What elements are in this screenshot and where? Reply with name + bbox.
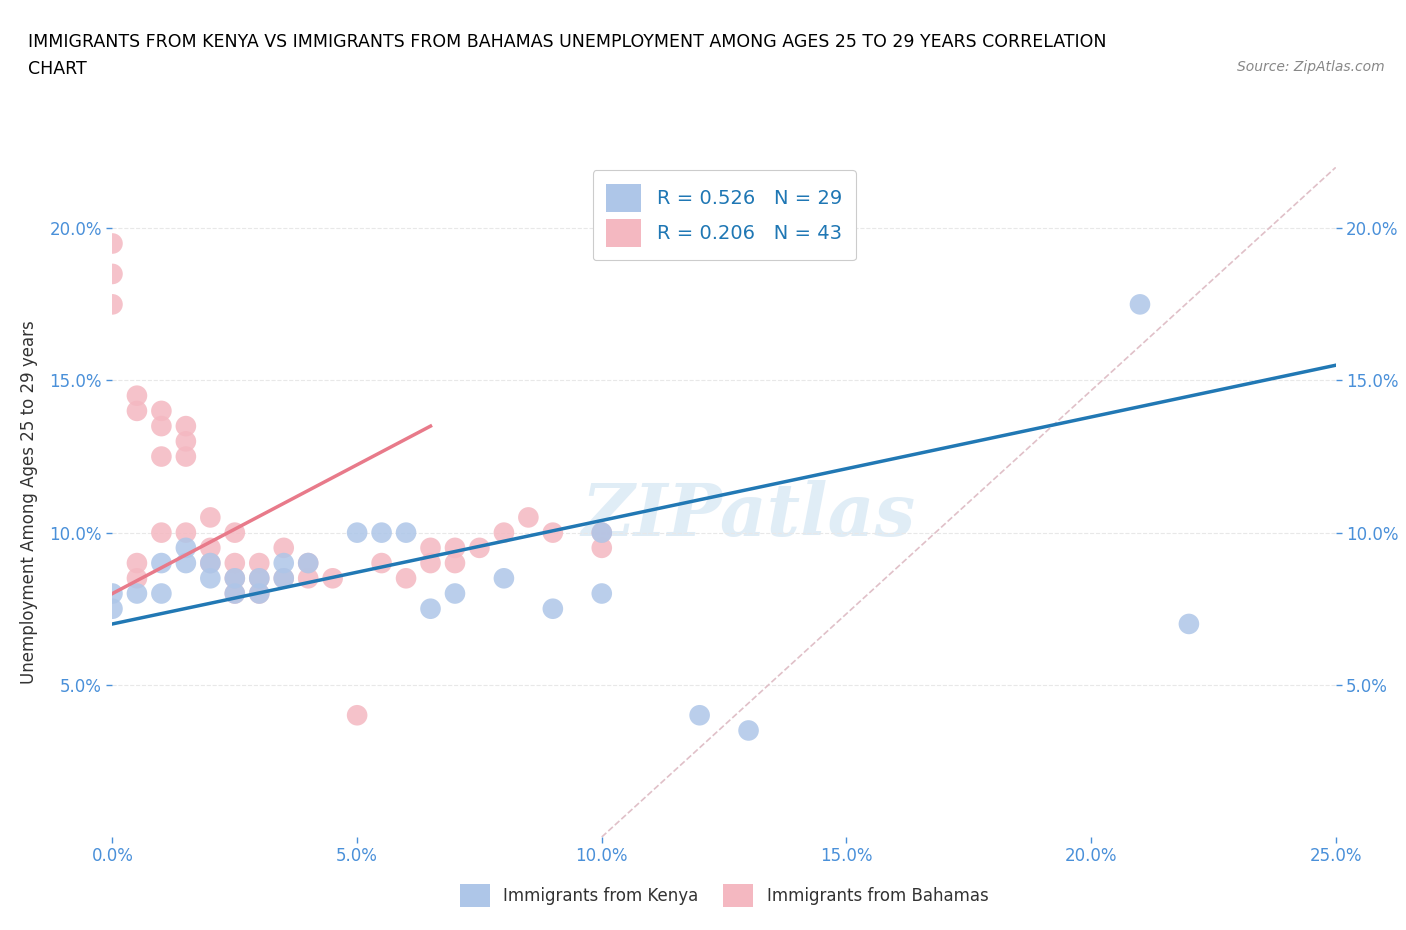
Point bbox=[273, 571, 295, 586]
Point bbox=[591, 525, 613, 540]
Point bbox=[224, 525, 246, 540]
Point bbox=[297, 571, 319, 586]
Point bbox=[224, 586, 246, 601]
Point bbox=[346, 525, 368, 540]
Point bbox=[468, 540, 491, 555]
Point bbox=[150, 555, 173, 570]
Point bbox=[101, 586, 124, 601]
Point bbox=[224, 555, 246, 570]
Point bbox=[419, 602, 441, 617]
Point bbox=[125, 586, 148, 601]
Point bbox=[174, 434, 197, 449]
Point bbox=[273, 540, 295, 555]
Point bbox=[174, 418, 197, 433]
Point bbox=[150, 404, 173, 418]
Point bbox=[200, 510, 222, 525]
Point bbox=[247, 586, 270, 601]
Point bbox=[101, 297, 124, 312]
Text: IMMIGRANTS FROM KENYA VS IMMIGRANTS FROM BAHAMAS UNEMPLOYMENT AMONG AGES 25 TO 2: IMMIGRANTS FROM KENYA VS IMMIGRANTS FROM… bbox=[28, 33, 1107, 50]
Point bbox=[541, 602, 564, 617]
Point bbox=[297, 555, 319, 570]
Text: ZIPatlas: ZIPatlas bbox=[582, 480, 915, 551]
Point bbox=[174, 555, 197, 570]
Point bbox=[444, 586, 467, 601]
Point bbox=[1178, 617, 1201, 631]
Point bbox=[247, 586, 270, 601]
Point bbox=[273, 555, 295, 570]
Point bbox=[689, 708, 711, 723]
Y-axis label: Unemployment Among Ages 25 to 29 years: Unemployment Among Ages 25 to 29 years bbox=[21, 320, 38, 684]
Point bbox=[346, 708, 368, 723]
Point bbox=[150, 586, 173, 601]
Point bbox=[125, 571, 148, 586]
Point bbox=[224, 571, 246, 586]
Point bbox=[150, 418, 173, 433]
Point bbox=[101, 602, 124, 617]
Point bbox=[395, 525, 418, 540]
Point bbox=[125, 404, 148, 418]
Point bbox=[419, 540, 441, 555]
Text: Source: ZipAtlas.com: Source: ZipAtlas.com bbox=[1237, 60, 1385, 74]
Point bbox=[224, 586, 246, 601]
Point bbox=[591, 586, 613, 601]
Legend: Immigrants from Kenya, Immigrants from Bahamas: Immigrants from Kenya, Immigrants from B… bbox=[451, 875, 997, 916]
Point bbox=[370, 555, 392, 570]
Point bbox=[297, 555, 319, 570]
Text: CHART: CHART bbox=[28, 60, 87, 78]
Point bbox=[591, 540, 613, 555]
Point bbox=[150, 525, 173, 540]
Point bbox=[444, 540, 467, 555]
Point bbox=[492, 525, 515, 540]
Point bbox=[247, 571, 270, 586]
Point bbox=[125, 388, 148, 403]
Point bbox=[322, 571, 344, 586]
Point bbox=[200, 540, 222, 555]
Point bbox=[247, 555, 270, 570]
Point bbox=[541, 525, 564, 540]
Point bbox=[101, 236, 124, 251]
Point bbox=[517, 510, 540, 525]
Point bbox=[492, 571, 515, 586]
Point bbox=[395, 571, 418, 586]
Point bbox=[101, 267, 124, 282]
Point bbox=[224, 571, 246, 586]
Point bbox=[174, 449, 197, 464]
Point bbox=[444, 555, 467, 570]
Point bbox=[419, 555, 441, 570]
Point bbox=[200, 555, 222, 570]
Point bbox=[174, 525, 197, 540]
Point bbox=[247, 571, 270, 586]
Point bbox=[125, 555, 148, 570]
Point bbox=[370, 525, 392, 540]
Point bbox=[273, 571, 295, 586]
Point bbox=[150, 449, 173, 464]
Point bbox=[200, 555, 222, 570]
Point bbox=[1129, 297, 1152, 312]
Point bbox=[200, 571, 222, 586]
Point bbox=[591, 525, 613, 540]
Point bbox=[174, 540, 197, 555]
Point bbox=[737, 723, 759, 737]
